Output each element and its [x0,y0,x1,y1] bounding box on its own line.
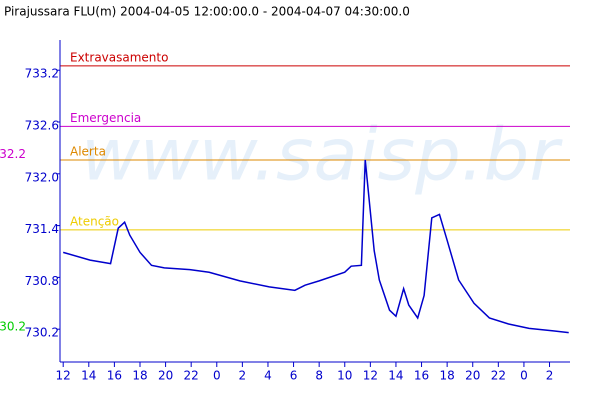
y-tick-label: 731.4 [25,222,59,236]
x-tick-label: 12 [363,369,378,383]
x-tick-label: 18 [132,369,147,383]
threshold-label: Emergencia [70,111,141,125]
x-tick-label: 10 [337,369,352,383]
threshold-label: Atenção [70,214,119,228]
y-tick-label: 730.2 [25,326,59,340]
threshold-label: Extravasamento [70,50,168,64]
x-tick-label: 2 [239,369,247,383]
watermark: www.saisp.br [81,113,563,197]
data-line [62,159,569,334]
x-tick-label: 6 [290,369,298,383]
y-tick-label: 732.6 [25,119,59,133]
x-tick-label: 22 [491,369,506,383]
x-tick-label: 2 [546,369,554,383]
y-tick-label: 733.2 [25,67,59,81]
x-tick-label: 14 [388,369,403,383]
extreme-label: 730.2 [0,320,26,334]
x-tick-label: 0 [520,369,528,383]
x-tick-label: 18 [439,369,454,383]
x-tick-label: 16 [414,369,429,383]
extreme-label: 732.2 [0,147,26,161]
x-tick-label: 4 [264,369,272,383]
y-tick-label: 732.0 [25,170,59,184]
threshold-label: Alerta [70,144,106,158]
x-tick-label: 14 [81,369,96,383]
x-tick-label: 0 [213,369,221,383]
x-tick-label: 12 [56,369,71,383]
y-tick-label: 730.8 [25,274,59,288]
x-tick-label: 8 [315,369,323,383]
chart-title: Pirajussara FLU(m) 2004-04-05 12:00:00.0… [4,5,410,19]
x-tick-label: 20 [465,369,480,383]
x-tick-label: 20 [158,369,173,383]
x-tick-label: 16 [107,369,122,383]
x-tick-label: 22 [184,369,199,383]
